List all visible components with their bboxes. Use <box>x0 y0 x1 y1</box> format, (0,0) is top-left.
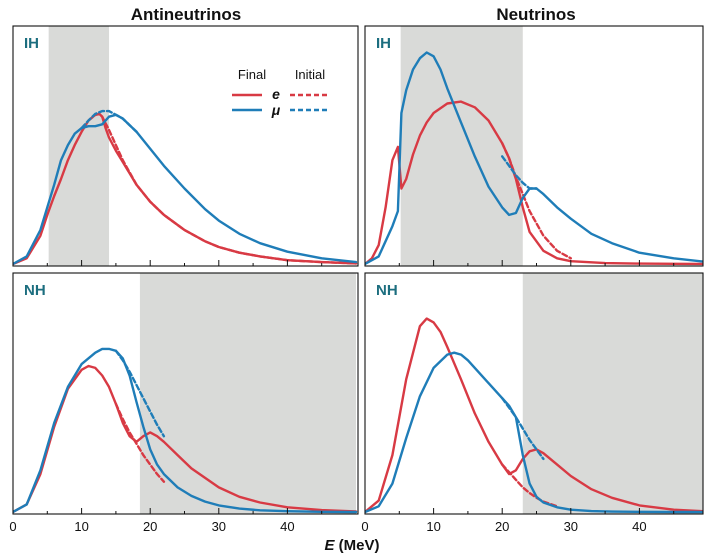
series-e-initial-line <box>501 463 559 508</box>
x-axis-unit: (MeV) <box>335 537 380 554</box>
panel-frame <box>12 272 359 515</box>
panel-nh-antineutrinos: NH 0 10 20 30 40 <box>9 272 359 534</box>
series-mu-initial-line <box>501 155 538 190</box>
series-mu-initial-line <box>80 109 138 133</box>
panel-ih-antineutrinos: IH <box>12 25 359 267</box>
panel-label: IH <box>24 35 39 52</box>
x-tick-label: 30 <box>564 519 578 534</box>
x-tick-label: 0 <box>361 519 368 534</box>
x-tick-label: 20 <box>495 519 509 534</box>
legend-initial-label: Initial <box>295 67 325 82</box>
plot-area <box>365 26 703 266</box>
x-axis-variable: E <box>324 537 335 554</box>
series-e-initial-line <box>87 112 358 265</box>
series-e-final-line <box>365 100 703 266</box>
legend-mu-label: μ <box>271 102 281 118</box>
series-mu-initial-line <box>501 397 545 461</box>
shaded-band <box>48 26 110 266</box>
column-title-antineutrinos: Antineutrinos <box>131 5 242 24</box>
panel-nh-neutrinos: NH 0 10 20 30 40 <box>361 272 704 534</box>
x-axis-label: E (MeV) <box>324 537 379 554</box>
x-tick-label: 10 <box>426 519 440 534</box>
series-mu-initial-line <box>114 349 166 438</box>
x-tick-label: 40 <box>632 519 646 534</box>
panel-label: NH <box>376 282 398 299</box>
x-tick-label: 30 <box>212 519 226 534</box>
panel-label: NH <box>24 282 46 299</box>
column-title-neutrinos: Neutrinos <box>496 5 575 24</box>
plot-area <box>13 273 358 514</box>
plot-area <box>13 26 358 266</box>
shaded-band <box>139 273 356 514</box>
panel-frame <box>364 272 704 515</box>
shaded-band <box>522 273 703 514</box>
legend-final-label: Final <box>238 67 266 82</box>
panel-frame <box>364 25 704 267</box>
x-tick-label: 20 <box>143 519 157 534</box>
legend: Final Initial e μ <box>232 67 328 118</box>
panel-label: IH <box>376 35 391 52</box>
series-e-initial-line <box>114 402 166 483</box>
x-tick-label: 0 <box>9 519 16 534</box>
x-tick-label: 10 <box>74 519 88 534</box>
plot-area <box>365 273 703 514</box>
series-mu-final-line <box>13 347 358 514</box>
panel-ih-neutrinos: IH <box>364 25 704 267</box>
legend-e-label: e <box>272 86 280 102</box>
series-e-initial-line <box>501 142 572 260</box>
x-tick-label: 40 <box>280 519 294 534</box>
panels: IH IH NH 0 10 20 30 40 NH 0 10 20 30 40 <box>9 25 704 534</box>
panel-frame <box>12 25 359 267</box>
series-mu-final-line <box>13 113 358 266</box>
series-mu-final-line <box>365 51 703 266</box>
